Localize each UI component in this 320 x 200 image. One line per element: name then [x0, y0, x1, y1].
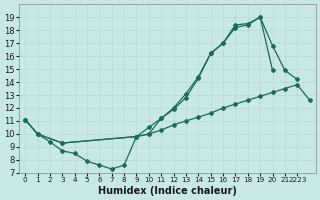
- X-axis label: Humidex (Indice chaleur): Humidex (Indice chaleur): [98, 186, 237, 196]
